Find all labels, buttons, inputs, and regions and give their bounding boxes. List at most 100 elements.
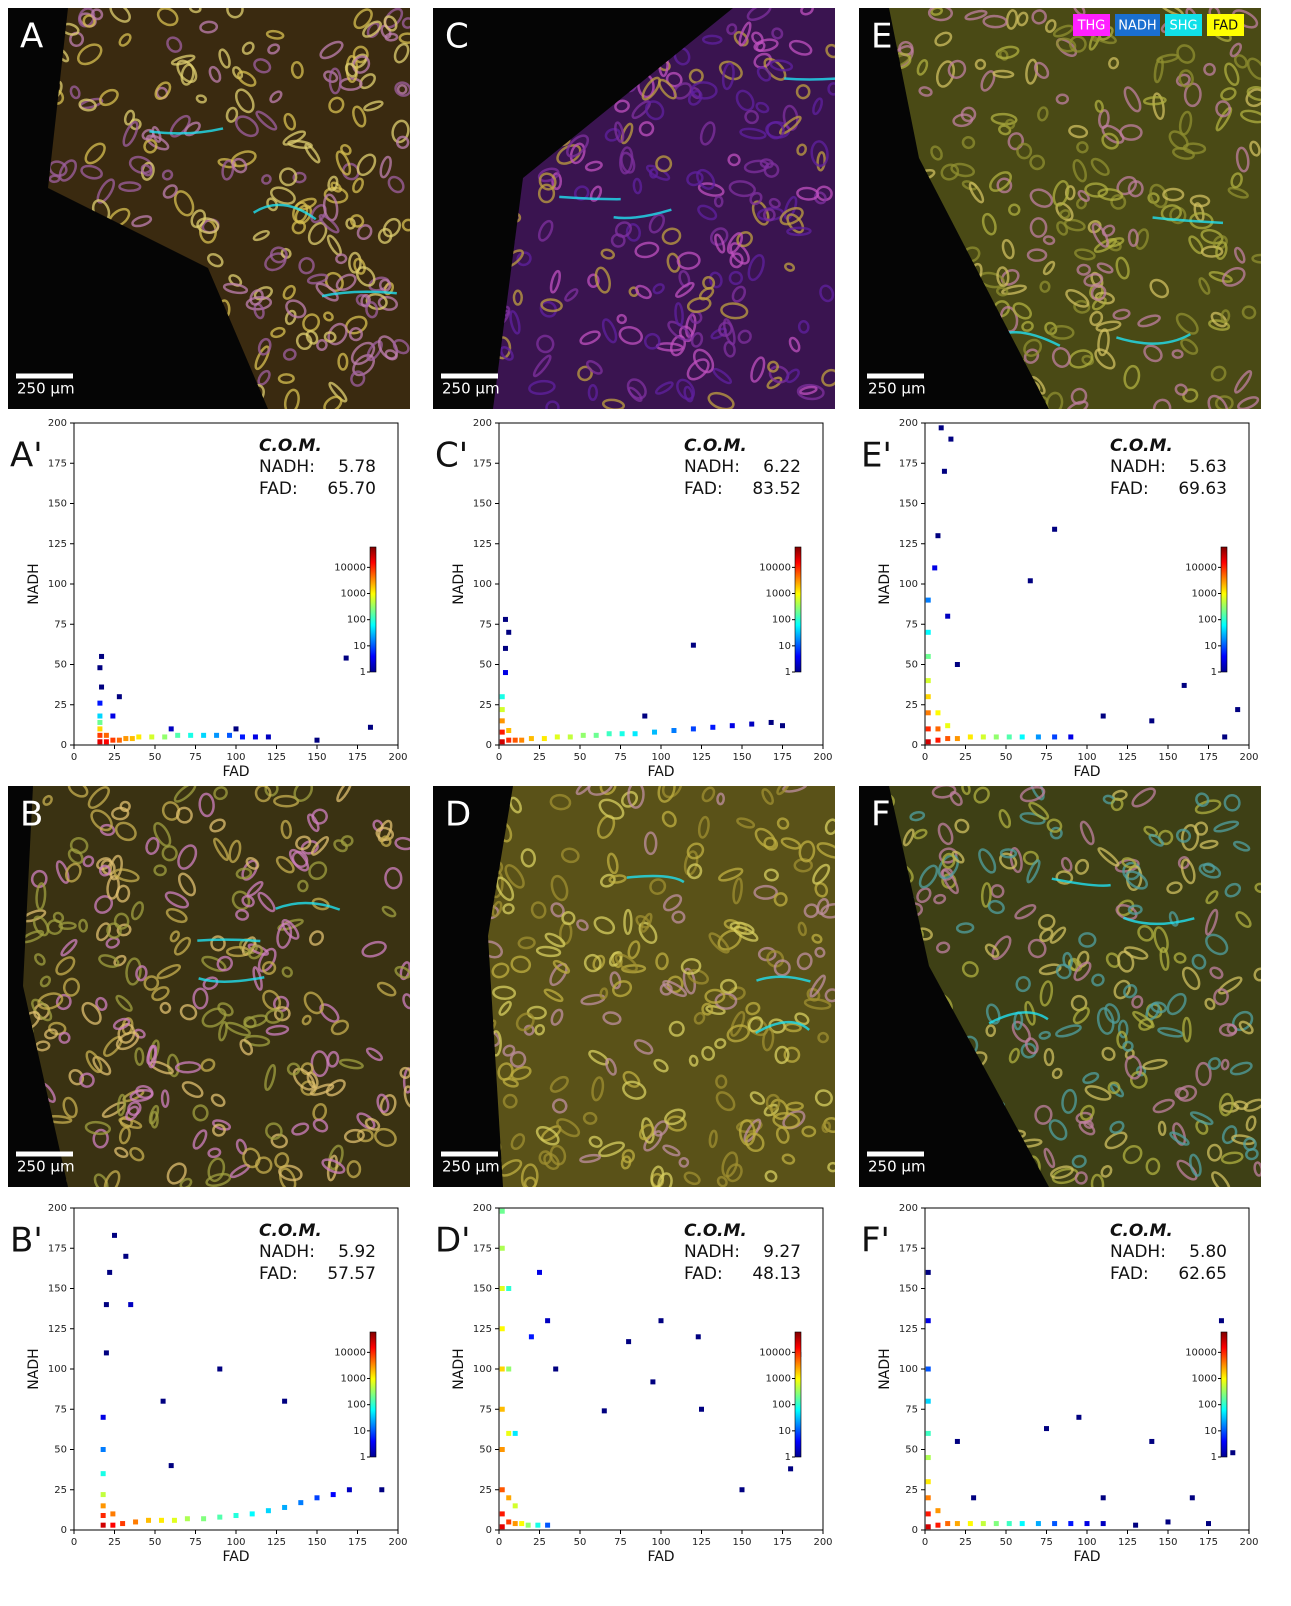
tubule [978,848,997,874]
tubule [205,1172,232,1187]
y-axis-label: NADH [877,1348,893,1389]
tubule [810,140,829,168]
density-cell [110,713,116,719]
density-cell [346,1487,352,1493]
tubule [648,213,665,234]
tubule [1176,44,1196,64]
tubule [1157,1120,1167,1137]
tubule [1213,820,1240,833]
tubule [1116,1030,1128,1049]
tubule [234,115,259,138]
tubule [723,340,736,358]
tubule [1251,253,1261,264]
legend-chip [1115,14,1160,36]
tubule [1145,1157,1161,1176]
tubule [649,168,659,179]
tubule [543,1152,560,1171]
tubule [1204,997,1216,1011]
tubule [538,172,557,191]
tubule [549,1075,569,1093]
tubule [515,1012,535,1032]
tubule [292,171,307,184]
tubule [264,1063,277,1092]
tubule [560,847,580,864]
tubule [686,358,710,381]
tubule [1224,882,1242,898]
tubule [575,786,593,796]
tubule [243,1014,268,1028]
density-cell [502,616,508,622]
tubule [788,39,813,56]
x-tick-label: 75 [1040,1537,1053,1548]
x-axis-label: FAD [222,1549,249,1565]
tubule [551,172,563,191]
collagen-fiber [1116,333,1191,345]
tubule [143,138,158,154]
density-cell [1035,1521,1041,1527]
tubule [361,940,387,958]
density-cell [128,1302,134,1308]
tubule [1215,100,1232,118]
tubule [237,70,257,87]
tubule [593,916,616,935]
x-tick-label: 150 [307,1537,326,1548]
tubule [1115,256,1130,280]
density-cell [671,728,677,734]
x-axis-label: FAD [647,1549,674,1565]
tubule [62,977,80,997]
tubule [212,1123,226,1137]
tubule [1096,1007,1115,1035]
tubule [401,218,410,232]
tubule [321,1158,346,1174]
panel-label: E' [861,436,892,476]
legend-label: THG [1077,19,1106,34]
y-tick-label: 0 [486,740,492,751]
tubule [170,54,196,66]
tubule [113,912,130,930]
legend-chip [1073,14,1110,36]
tubule [535,1125,560,1146]
scale-label: 250 µm [442,1158,500,1176]
tubule [674,302,684,327]
tubule [109,8,131,23]
tubule [344,62,358,78]
tubule [773,892,788,907]
tubule [621,1149,635,1164]
tubule [235,909,250,921]
tubule [1175,312,1199,335]
tubule [1131,787,1156,808]
tubule [350,370,366,387]
tubule [564,288,579,302]
tubule [381,905,397,918]
tubule [387,175,405,194]
density-cell [925,1398,931,1404]
y-tick-label: 200 [48,1203,67,1214]
tubule [941,852,956,869]
density-cell [593,732,599,738]
density-cell [116,694,122,700]
density-cell [632,731,638,737]
density-cell [123,736,129,742]
tubule [491,900,503,918]
density-cell [925,1479,931,1485]
tubule [817,1031,829,1044]
density-cell [580,732,586,738]
tubule [753,38,779,52]
tubule [745,1001,761,1016]
tubule [1082,1072,1100,1085]
density-cell [499,718,505,724]
tubule [254,345,270,371]
tubule [579,330,601,346]
colorbar-tick-label: 10 [1204,641,1217,652]
tubule [1220,87,1237,101]
tubule [159,1001,172,1014]
tubule [145,836,160,855]
tubule [714,992,738,1010]
x-tick-label: 100 [226,752,245,763]
tubule [738,1119,756,1146]
tubule [1029,154,1046,171]
density-cell [1133,1522,1139,1528]
tubule [592,954,606,971]
density-cell [512,737,518,743]
tubule [1245,88,1261,108]
